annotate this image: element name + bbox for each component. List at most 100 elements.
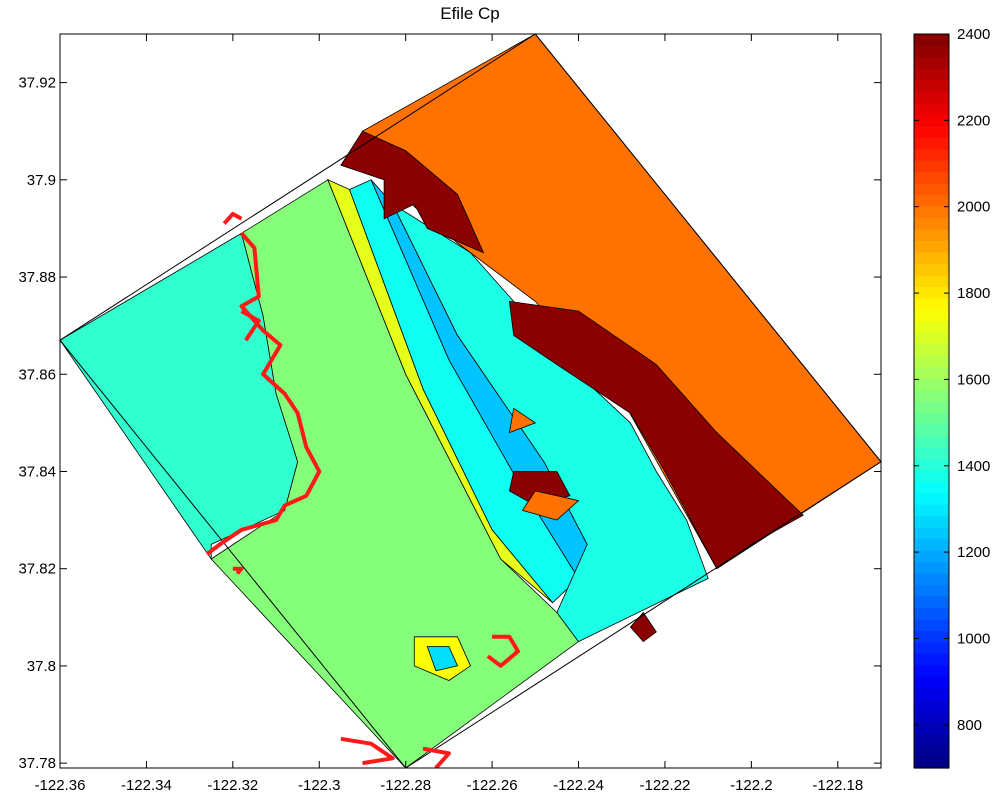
colorbar-swatch [914, 423, 949, 437]
region-dark-ridge-north [340, 130, 485, 254]
x-tick-label: -122.26 [467, 777, 518, 794]
x-axis: -122.36 -122.34 -122.32 -122.3 -122.28 -122.2… [35, 34, 863, 794]
colorbar-swatch [914, 366, 949, 379]
colorbar-swatch [914, 343, 949, 356]
colorbar-swatch [914, 240, 949, 253]
y-tick-label: 37.92 [18, 75, 56, 92]
colorbar-swatch [914, 91, 949, 104]
colorbar-tick-label: 1400 [957, 458, 990, 475]
colorbar-swatch [914, 538, 949, 551]
colorbar-swatch [914, 68, 949, 81]
plot-frame [59, 33, 882, 769]
y-tick-label: 37.86 [18, 366, 56, 383]
colorbar-swatch [914, 401, 949, 414]
colorbar-swatch [914, 332, 949, 345]
colorbar-tick-label: 2000 [957, 199, 990, 216]
colorbar-swatch [914, 504, 949, 517]
y-axis: 37.78 37.8 37.82 37.84 37.86 37.88 37.9 37.92 [18, 75, 881, 772]
colorbar-swatch [914, 263, 949, 276]
red-contours [205, 211, 520, 768]
colorbar-swatch [914, 561, 949, 574]
colorbar-swatch [914, 446, 949, 459]
colorbar-swatch [914, 722, 949, 735]
colorbar-swatch [914, 515, 949, 528]
colorbar-swatch [914, 148, 949, 161]
colorbar-swatch [914, 699, 949, 712]
colorbar-swatch [914, 114, 949, 127]
colorbar-swatch [914, 137, 949, 150]
colorbar-swatch [914, 79, 949, 92]
colorbar-swatch [914, 309, 949, 322]
color-regions [60, 34, 881, 768]
chart-title: Efile Cp [440, 4, 500, 23]
colorbar-swatch [914, 607, 949, 620]
colorbar-swatch [914, 618, 949, 631]
colorbar-swatch [914, 584, 949, 597]
colorbar-swatch [914, 733, 949, 746]
colorbar-swatch [914, 125, 949, 138]
region-orange-patch-north [508, 407, 537, 434]
colorbar-swatch [914, 412, 949, 425]
colorbar-swatch [914, 745, 949, 758]
colorbar: 800 1000 1200 1400 1600 1800 2000 2200 2400 [913, 26, 990, 769]
region-orange-patch-mid [521, 490, 580, 521]
y-tick-label: 37.78 [18, 755, 56, 772]
colorbar-swatch [914, 217, 949, 230]
colorbar-tick-label: 1200 [957, 544, 990, 561]
x-tick-label: -122.2 [730, 777, 773, 794]
colorbar-swatch [914, 481, 949, 494]
colorbar-swatch [914, 573, 949, 586]
colorbar-swatch [914, 492, 949, 505]
colorbar-swatch [914, 458, 949, 471]
x-tick-label: -122.32 [207, 777, 258, 794]
colorbar-swatch [914, 756, 949, 769]
x-tick-label: -122.22 [640, 777, 691, 794]
region-dark-patch-low [629, 611, 657, 643]
y-tick-label: 37.88 [18, 269, 56, 286]
region-blue-blob [426, 646, 459, 672]
colorbar-swatch [914, 664, 949, 677]
contour-line-2 [232, 566, 244, 575]
x-tick-label: -122.28 [380, 777, 431, 794]
colorbar-tick-label: 2400 [957, 26, 990, 43]
colorbar-swatch [914, 687, 949, 700]
colorbar-swatch [914, 676, 949, 689]
contour-line-1 [240, 309, 261, 342]
contour-line-3 [486, 634, 520, 668]
colorbar-tick-label: 1800 [957, 285, 990, 302]
contour-line-6 [222, 211, 243, 225]
contour-line-5 [422, 746, 451, 768]
colorbar-swatch [914, 45, 949, 58]
contour-line-4 [340, 736, 395, 766]
y-tick-label: 37.8 [27, 658, 56, 675]
x-tick-label: -122.36 [35, 777, 86, 794]
colorbar-swatch [914, 389, 949, 402]
colorbar-swatch [914, 183, 949, 196]
x-tick-label: -122.34 [121, 777, 172, 794]
colorbar-swatch [914, 171, 949, 184]
colorbar-swatch [914, 630, 949, 643]
colorbar-tick-label: 1000 [957, 630, 990, 647]
colorbar-tick-label: 2200 [957, 112, 990, 129]
colorbar-swatch [914, 378, 949, 391]
colorbar-swatch [914, 251, 949, 264]
colorbar-swatch [914, 56, 949, 70]
colorbar-swatch [914, 34, 949, 47]
colorbar-swatch [914, 435, 949, 448]
colorbar-swatch [914, 320, 949, 333]
contour-line-0 [205, 231, 322, 556]
colorbar-swatch [914, 710, 949, 723]
x-tick-label: -122.24 [553, 777, 604, 794]
colorbar-swatch [914, 653, 949, 666]
colorbar-swatch [914, 297, 949, 310]
y-tick-label: 37.84 [18, 463, 56, 480]
colorbar-swatch [914, 274, 949, 287]
colorbar-frame [913, 33, 950, 769]
y-tick-label: 37.9 [27, 172, 56, 189]
colorbar-swatch [914, 160, 949, 173]
colorbar-swatch [914, 206, 949, 219]
y-tick-label: 37.82 [18, 561, 56, 578]
colorbar-swatch [914, 286, 949, 299]
colorbar-swatch [914, 469, 949, 482]
